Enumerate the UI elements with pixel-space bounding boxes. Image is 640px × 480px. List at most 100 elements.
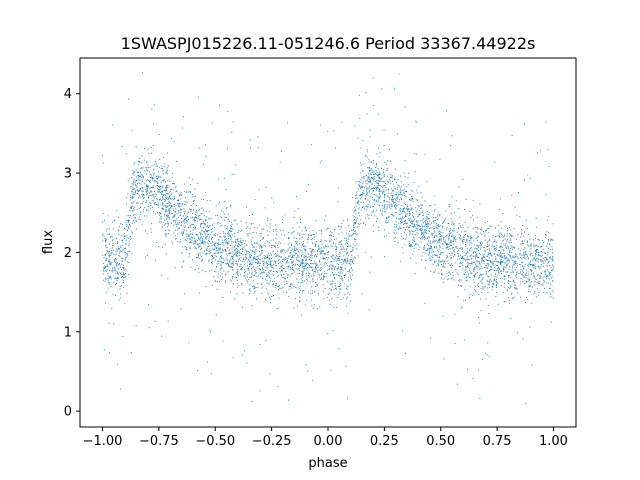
- data-point: [241, 252, 243, 254]
- data-point: [210, 242, 212, 244]
- data-point: [200, 260, 202, 262]
- data-point: [534, 267, 536, 269]
- data-point: [146, 209, 148, 211]
- data-point: [183, 200, 185, 202]
- data-point: [487, 281, 489, 283]
- data-point: [458, 207, 460, 210]
- data-point: [223, 219, 225, 221]
- data-point: [353, 238, 356, 240]
- data-point: [123, 228, 126, 230]
- data-point: [409, 194, 411, 196]
- data-point: [174, 197, 176, 199]
- data-point: [226, 242, 228, 244]
- data-point: [354, 245, 356, 247]
- data-point: [231, 230, 233, 232]
- data-point: [469, 294, 471, 296]
- data-point: [321, 272, 323, 274]
- data-point: [482, 256, 485, 258]
- data-point: [142, 175, 144, 178]
- data-point: [282, 277, 284, 279]
- data-point: [386, 169, 388, 171]
- data-point: [202, 269, 204, 271]
- data-point: [506, 238, 509, 240]
- data-point: [520, 273, 523, 275]
- data-point: [340, 298, 342, 301]
- data-point: [552, 291, 554, 293]
- data-point: [280, 275, 283, 277]
- data-point: [413, 236, 415, 238]
- data-point: [413, 227, 415, 229]
- data-point: [292, 255, 294, 258]
- data-point: [487, 263, 489, 265]
- data-point: [386, 183, 388, 185]
- data-point: [493, 267, 496, 269]
- data-point: [509, 238, 512, 240]
- data-point: [409, 245, 411, 247]
- data-point: [158, 171, 160, 173]
- data-point: [351, 234, 353, 236]
- data-point: [377, 186, 379, 188]
- data-point: [420, 233, 422, 236]
- data-point: [368, 173, 370, 175]
- data-point: [347, 276, 349, 278]
- data-point: [488, 245, 490, 247]
- data-point: [332, 330, 334, 332]
- data-point: [445, 243, 447, 245]
- data-point: [368, 214, 370, 216]
- data-point: [211, 240, 213, 242]
- data-point: [386, 167, 388, 170]
- data-point: [337, 297, 339, 299]
- data-point: [301, 314, 303, 316]
- data-point: [173, 221, 175, 223]
- data-point: [356, 194, 358, 196]
- data-point: [378, 177, 380, 179]
- data-point: [250, 264, 252, 266]
- data-point: [491, 260, 493, 262]
- data-point: [497, 230, 500, 232]
- data-point: [421, 196, 423, 198]
- data-point: [199, 226, 202, 228]
- data-point: [165, 195, 167, 197]
- data-point: [269, 270, 271, 272]
- data-point: [414, 245, 416, 247]
- data-point: [415, 230, 417, 232]
- data-point: [482, 288, 484, 290]
- data-point: [125, 268, 127, 270]
- data-point: [172, 242, 174, 244]
- data-point: [130, 208, 132, 210]
- data-point: [319, 274, 321, 276]
- data-point: [346, 262, 348, 264]
- data-point: [445, 110, 448, 112]
- data-point: [127, 221, 130, 223]
- data-point: [343, 283, 345, 285]
- data-point: [218, 201, 221, 204]
- data-point: [431, 227, 433, 229]
- data-point: [177, 233, 179, 235]
- data-point: [439, 230, 441, 232]
- data-point: [403, 203, 405, 205]
- data-point: [275, 283, 277, 285]
- data-point: [481, 278, 483, 280]
- data-point: [429, 248, 432, 250]
- data-point: [150, 204, 152, 207]
- data-point: [504, 286, 506, 288]
- data-point: [480, 244, 482, 246]
- data-point: [392, 191, 394, 193]
- data-point: [370, 256, 372, 258]
- data-point: [418, 205, 420, 207]
- data-point: [297, 264, 299, 266]
- data-point: [279, 161, 281, 163]
- data-point: [433, 251, 435, 253]
- data-point: [206, 252, 208, 254]
- data-point: [190, 209, 192, 211]
- data-point: [294, 210, 296, 212]
- data-point: [370, 187, 372, 189]
- data-point: [316, 250, 318, 252]
- data-point: [540, 265, 542, 267]
- data-point: [254, 253, 256, 256]
- data-point: [433, 260, 435, 262]
- data-point: [357, 181, 359, 183]
- data-point: [500, 247, 502, 249]
- data-point: [537, 251, 539, 254]
- data-point: [142, 193, 145, 195]
